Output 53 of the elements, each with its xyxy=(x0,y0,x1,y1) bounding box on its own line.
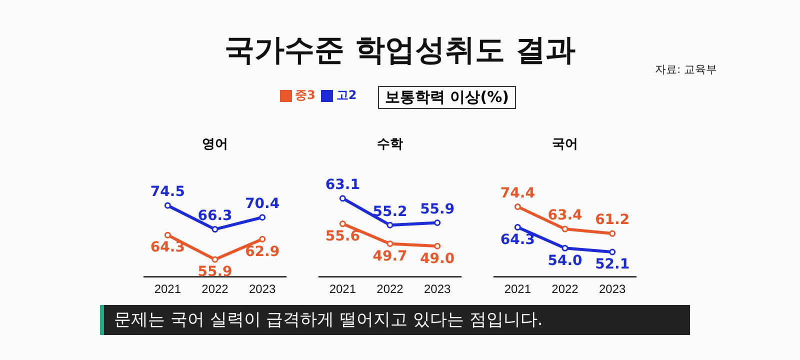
data-label: 74.4 xyxy=(500,185,536,202)
point xyxy=(434,242,441,250)
point xyxy=(434,220,441,226)
point xyxy=(339,195,346,202)
x-tick-label: 2021 xyxy=(329,282,356,296)
data-label: 54.0 xyxy=(548,252,583,269)
chart-title: 국어 xyxy=(551,136,579,153)
chart-title: 수학 xyxy=(376,136,404,153)
data-label: 49.7 xyxy=(372,248,408,264)
point xyxy=(259,214,266,221)
text: 자료: 교육부 xyxy=(655,62,718,77)
chart-title: 영어 xyxy=(201,136,229,153)
x-tick-label: 2021 xyxy=(504,282,532,296)
text: 보통학력 이상(%) xyxy=(378,86,516,109)
data-label: 55.9 xyxy=(198,264,232,280)
point xyxy=(514,224,521,230)
data-label: 64.3 xyxy=(500,232,535,248)
data-label: 63.1 xyxy=(325,177,360,194)
legend-label: 고2 xyxy=(336,87,357,104)
x-tick-label: 2022 xyxy=(202,282,229,296)
x-tick-label: 2023 xyxy=(598,282,626,296)
text: 국가수준 학업성취도 결과 xyxy=(224,33,576,68)
data-label: 63.4 xyxy=(548,208,583,224)
point xyxy=(259,236,266,242)
data-label: 66.3 xyxy=(198,208,232,224)
x-tick-label: 2023 xyxy=(248,282,276,296)
x-tick-label: 2021 xyxy=(154,282,182,296)
point xyxy=(212,256,218,263)
point xyxy=(386,240,394,247)
point xyxy=(609,248,616,256)
x-tick-label: 2022 xyxy=(376,282,404,296)
point xyxy=(164,202,171,209)
data-label: 55.2 xyxy=(372,204,408,220)
data-label: 61.2 xyxy=(595,212,630,228)
point xyxy=(386,222,394,228)
point xyxy=(339,220,346,228)
point xyxy=(514,203,521,210)
data-label: 70.4 xyxy=(245,196,280,212)
point xyxy=(609,230,616,237)
point xyxy=(212,226,218,233)
data-label: 49.0 xyxy=(420,250,455,267)
point xyxy=(562,244,568,252)
data-label: 55.9 xyxy=(420,201,455,218)
x-tick-label: 2023 xyxy=(424,282,452,296)
point xyxy=(562,226,568,232)
x-tick-label: 2022 xyxy=(552,282,579,296)
text: 문제는 국어 실력이 급격하게 떨어지고 있다는 점입니다. xyxy=(100,305,690,335)
data-label: 62.9 xyxy=(245,244,280,260)
data-label: 74.5 xyxy=(150,184,185,200)
data-label: 55.6 xyxy=(325,228,360,244)
legend-label: 중3 xyxy=(295,87,316,104)
point xyxy=(164,232,171,238)
data-label: 52.1 xyxy=(595,256,630,273)
